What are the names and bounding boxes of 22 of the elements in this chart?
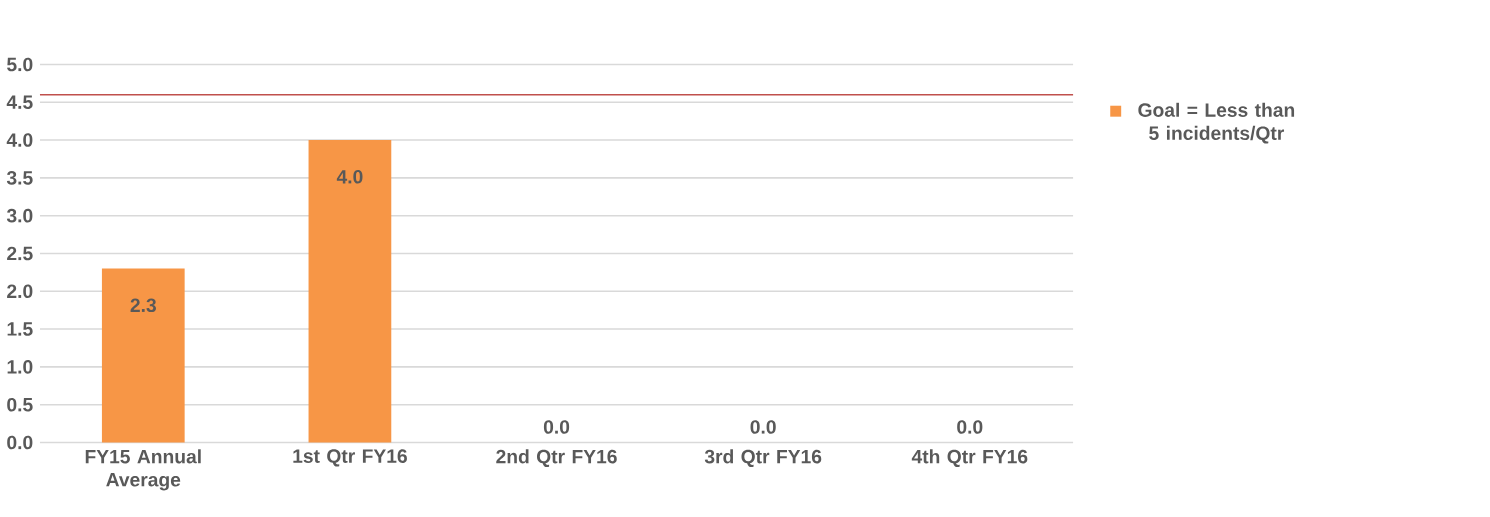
x-tick-label: 1st Qtr FY16	[293, 449, 407, 467]
y-tick-label: 4.0	[6, 133, 33, 148]
y-tick-label: 3.5	[6, 171, 33, 185]
data-label: 0.0	[543, 420, 570, 434]
y-tick-label: 0.0	[7, 435, 33, 450]
data-label: 2.3	[130, 298, 156, 313]
y-tick-label: 2.0	[7, 284, 33, 299]
data-label: 0.0	[957, 420, 983, 434]
data-label: 0.0	[750, 420, 776, 434]
y-tick-label: 1.0	[7, 360, 33, 374]
data-label: 4.0	[336, 170, 363, 184]
x-tick-label: 4th Qtr FY16	[911, 449, 1028, 468]
y-tick-label: 4.5	[6, 95, 33, 110]
y-tick-label: 2.5	[7, 246, 33, 261]
x-tick-label: 2nd Qtr FY16	[496, 449, 617, 468]
x-tick-label: 3rd Qtr FY16	[704, 449, 822, 468]
y-tick-label: 3.0	[6, 209, 33, 223]
x-tick-label: FY15 Annual Average	[85, 449, 201, 491]
y-tick-label: 0.5	[7, 398, 33, 412]
legend-label: Goal = Less than 5 incidents/Qtr	[1138, 103, 1295, 144]
y-tick-label: 1.5	[7, 322, 33, 337]
y-tick-label: 5.0	[7, 57, 33, 72]
